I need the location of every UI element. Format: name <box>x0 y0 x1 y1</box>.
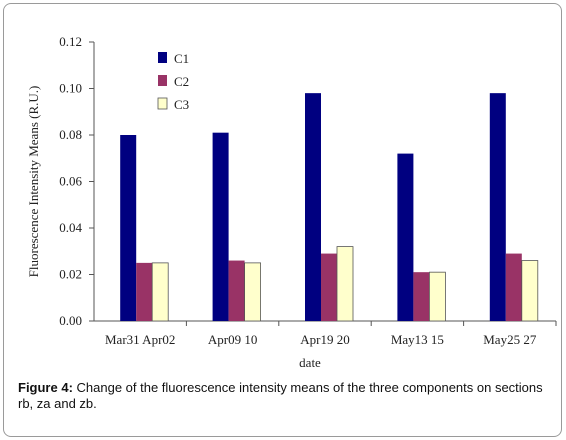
x-tick-label: Apr09 10 <box>208 332 257 347</box>
x-axis: Mar31 Apr02 Apr09 10 Apr19 20 May13 15 May25… <box>94 320 557 347</box>
y-axis: 0.00 0.02 0.04 0.06 0.08 0.10 0.12 <box>59 34 95 328</box>
y-tick-label: 0.10 <box>59 81 82 96</box>
bar-c1 <box>212 132 229 321</box>
caption-text: Change of the fluorescence intensity mea… <box>18 380 543 411</box>
x-axis-title: date <box>299 355 321 370</box>
caption-label: Figure 4: <box>18 380 73 395</box>
y-tick-label: 0.00 <box>59 313 82 328</box>
figure-frame <box>3 3 562 437</box>
figure-caption: Figure 4: Change of the fluorescence int… <box>18 380 553 412</box>
legend-label-c2: C2 <box>174 74 189 89</box>
legend-swatch-c1 <box>158 52 167 63</box>
y-tick-label: 0.12 <box>59 34 82 49</box>
x-tick-label: May25 27 <box>483 332 537 347</box>
bar-c2 <box>413 272 430 321</box>
bar-c2 <box>228 260 245 321</box>
y-tick-label: 0.08 <box>59 127 82 142</box>
legend-label-c1: C1 <box>174 51 189 66</box>
y-tick-label: 0.06 <box>59 174 82 189</box>
bar-c3 <box>336 246 354 322</box>
x-tick-label: Mar31 Apr02 <box>105 332 175 347</box>
legend-swatch-c3 <box>157 97 168 110</box>
bar-c3 <box>244 262 262 322</box>
y-axis-title: Fluorescence Intensity Means (R.U.) <box>26 86 41 278</box>
bar-chart: 0.00 0.02 0.04 0.06 0.08 0.10 0.12 Mar31 Apr02… <box>26 34 557 370</box>
legend-swatch-c2 <box>158 75 167 86</box>
legend-label-c3: C3 <box>174 97 189 112</box>
bar-c2 <box>505 253 522 321</box>
bar-c2 <box>136 262 153 321</box>
bar-c1 <box>489 93 506 322</box>
bars <box>120 93 539 322</box>
legend: C1 C2 C3 <box>157 51 189 112</box>
y-tick-label: 0.02 <box>59 267 82 282</box>
bar-c2 <box>321 253 337 321</box>
y-tick-label: 0.04 <box>59 220 82 235</box>
bar-c3 <box>151 262 169 322</box>
bar-c1 <box>397 153 414 321</box>
bar-c1 <box>305 93 321 322</box>
bar-c3 <box>428 271 446 322</box>
x-tick-label: Apr19 20 <box>300 332 349 347</box>
bar-c3 <box>521 260 539 322</box>
x-tick-label: May13 15 <box>391 332 444 347</box>
bar-c1 <box>120 135 137 321</box>
